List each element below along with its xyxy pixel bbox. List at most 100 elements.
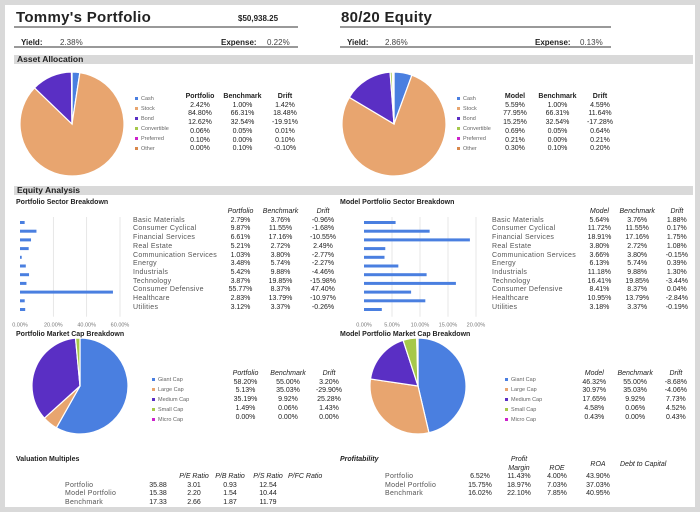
table-cell: 0.00% xyxy=(190,145,210,153)
table-cell: 8.41% xyxy=(589,286,610,294)
legend-item: Giant Cap xyxy=(152,375,189,385)
table-header: Model Benchmark Drift xyxy=(575,370,695,379)
table-cell: 0.10% xyxy=(232,145,253,153)
table-cell: 11.64% xyxy=(588,110,612,118)
table-cell: 3.87% xyxy=(230,277,251,285)
table-cell: 3.48% xyxy=(230,260,251,268)
table-row: Technology 16.41% 19.85% -3.44% xyxy=(492,278,695,287)
table-cell: 13.79% xyxy=(268,295,293,303)
column-header: Drift xyxy=(277,93,293,100)
table-row: 30.97% 35.03% -4.06% xyxy=(575,387,695,396)
column-header: Portfolio xyxy=(227,208,254,215)
pie-slice-giant-cap xyxy=(55,337,129,435)
legend-item: Other xyxy=(135,144,169,154)
model-expense-value: 0.13% xyxy=(580,38,603,47)
legend-marker xyxy=(505,398,508,402)
legend-label: Other xyxy=(463,146,477,152)
table-cell: 35.19% xyxy=(233,396,258,404)
table-row: Basic Materials 2.79% 3.76% -0.96% xyxy=(133,217,343,226)
table-cell: -10.55% xyxy=(309,234,337,242)
table-cell: 0.21% xyxy=(590,136,610,144)
column-header: Debt to Capital xyxy=(620,460,667,468)
table-row: 0.30% 0.10% 0.20% xyxy=(495,145,620,154)
table-cell: 5.74% xyxy=(270,260,291,268)
table-cell: Benchmark xyxy=(65,499,104,507)
legend-label: Cash xyxy=(463,96,476,102)
table-cell: 10.44 xyxy=(259,490,277,498)
table-cell: 8.37% xyxy=(627,286,648,294)
table-cell: 0.64% xyxy=(590,127,610,135)
table-cell: 66.31% xyxy=(230,110,255,118)
table-cell: Consumer Defensive xyxy=(492,286,563,294)
pie-slice-medium-cap xyxy=(31,337,81,419)
table-cell: 17.16% xyxy=(268,234,293,242)
table-cell: 2.49% xyxy=(313,242,333,250)
legend-label: Giant Cap xyxy=(158,377,183,383)
table-cell: 55.77% xyxy=(228,286,253,294)
column-header: P/S Ratio xyxy=(253,473,283,480)
table-cell: 0.00% xyxy=(547,136,568,144)
legend-marker xyxy=(135,97,138,101)
legend-marker xyxy=(457,127,460,131)
legend-label: Micro Cap xyxy=(511,417,537,423)
tick-label: 40.00% xyxy=(77,323,96,329)
cap-left-pie xyxy=(31,337,129,435)
cap-table-left: Portfolio Benchmark Drift 58.20% 55.00% 3.20%… xyxy=(223,370,350,422)
table-cell: 1.54 xyxy=(223,490,237,498)
table-cell: Portfolio xyxy=(65,481,94,489)
table-row: 1.49% 0.06% 1.43% xyxy=(223,405,350,414)
column-header xyxy=(65,473,140,482)
bar-consumer-defensive xyxy=(20,290,113,294)
sector-table-left: Portfolio Benchmark Drift Basic Materials 2.… xyxy=(133,208,343,312)
column-header xyxy=(140,473,176,482)
bar-basic-materials xyxy=(20,221,25,224)
column-header: Drift xyxy=(316,208,330,215)
charts-canvas: 0.00% 20.00% 40.00% 60.00% 0.00% 5.00% 10.00% 1… xyxy=(12,71,485,435)
table-cell: -2.27% xyxy=(311,260,335,268)
table-cell: Real Estate xyxy=(133,242,173,250)
pie-slice-small-cap xyxy=(74,337,81,387)
table-cell: 15.75% xyxy=(468,481,492,489)
legend-item: Large Cap xyxy=(505,385,542,395)
table-cell: 1.42% xyxy=(275,101,295,109)
table-cell: 2.20 xyxy=(187,490,201,498)
table-cell: 15.38 xyxy=(149,490,167,498)
legend-item: Micro Cap xyxy=(505,415,542,425)
sector-title-right: Model Portfolio Sector Breakdown xyxy=(340,199,455,206)
bar-basic-materials xyxy=(364,221,396,224)
table-cell: 0.10% xyxy=(547,145,568,153)
table-cell: 0.00% xyxy=(319,413,339,421)
table-row: 5.13% 35.03% -29.90% xyxy=(223,387,350,396)
table-cell: 1.49% xyxy=(235,404,256,412)
profitability-title: Profitability xyxy=(340,456,379,463)
table-cell: Utilities xyxy=(133,303,159,311)
bar-technology xyxy=(20,281,27,285)
table-cell: Healthcare xyxy=(133,295,170,303)
table-header: Portfolio Benchmark Drift xyxy=(133,208,343,217)
table-cell: 37.03% xyxy=(586,481,610,489)
bar-industrials xyxy=(20,273,30,277)
table-cell: 25.28% xyxy=(317,396,341,404)
bar-real-estate xyxy=(20,247,29,251)
table-cell: 0.05% xyxy=(547,127,568,135)
bar-financial-services xyxy=(20,238,32,242)
asset-right-pie xyxy=(341,71,447,177)
table-cell: 11.18% xyxy=(587,268,612,276)
table-header: Model Benchmark Drift xyxy=(495,93,620,102)
legend-item: Convertible xyxy=(135,124,169,134)
table-cell: 22.10% xyxy=(507,490,531,498)
bar-communication-services xyxy=(20,255,22,259)
table-cell: 11.72% xyxy=(587,225,612,233)
table-cell: 17.33 xyxy=(149,499,167,507)
table-cell: 0.43% xyxy=(584,413,605,421)
legend-marker xyxy=(135,147,138,151)
table-row: 0.43% 0.00% 0.43% xyxy=(575,414,695,423)
table-row: 0.06% 0.05% 0.01% xyxy=(180,128,305,137)
table-cell: 8.37% xyxy=(270,286,291,294)
portfolio-title: Tommy's Portfolio xyxy=(16,9,152,26)
column-header: Portfolio xyxy=(185,93,215,100)
table-cell: 5.64% xyxy=(589,216,610,224)
legend-marker xyxy=(152,418,155,422)
legend-item: Small Cap xyxy=(505,405,542,415)
table-row: Communication Services 3.66% 3.80% -0.15% xyxy=(492,252,695,261)
